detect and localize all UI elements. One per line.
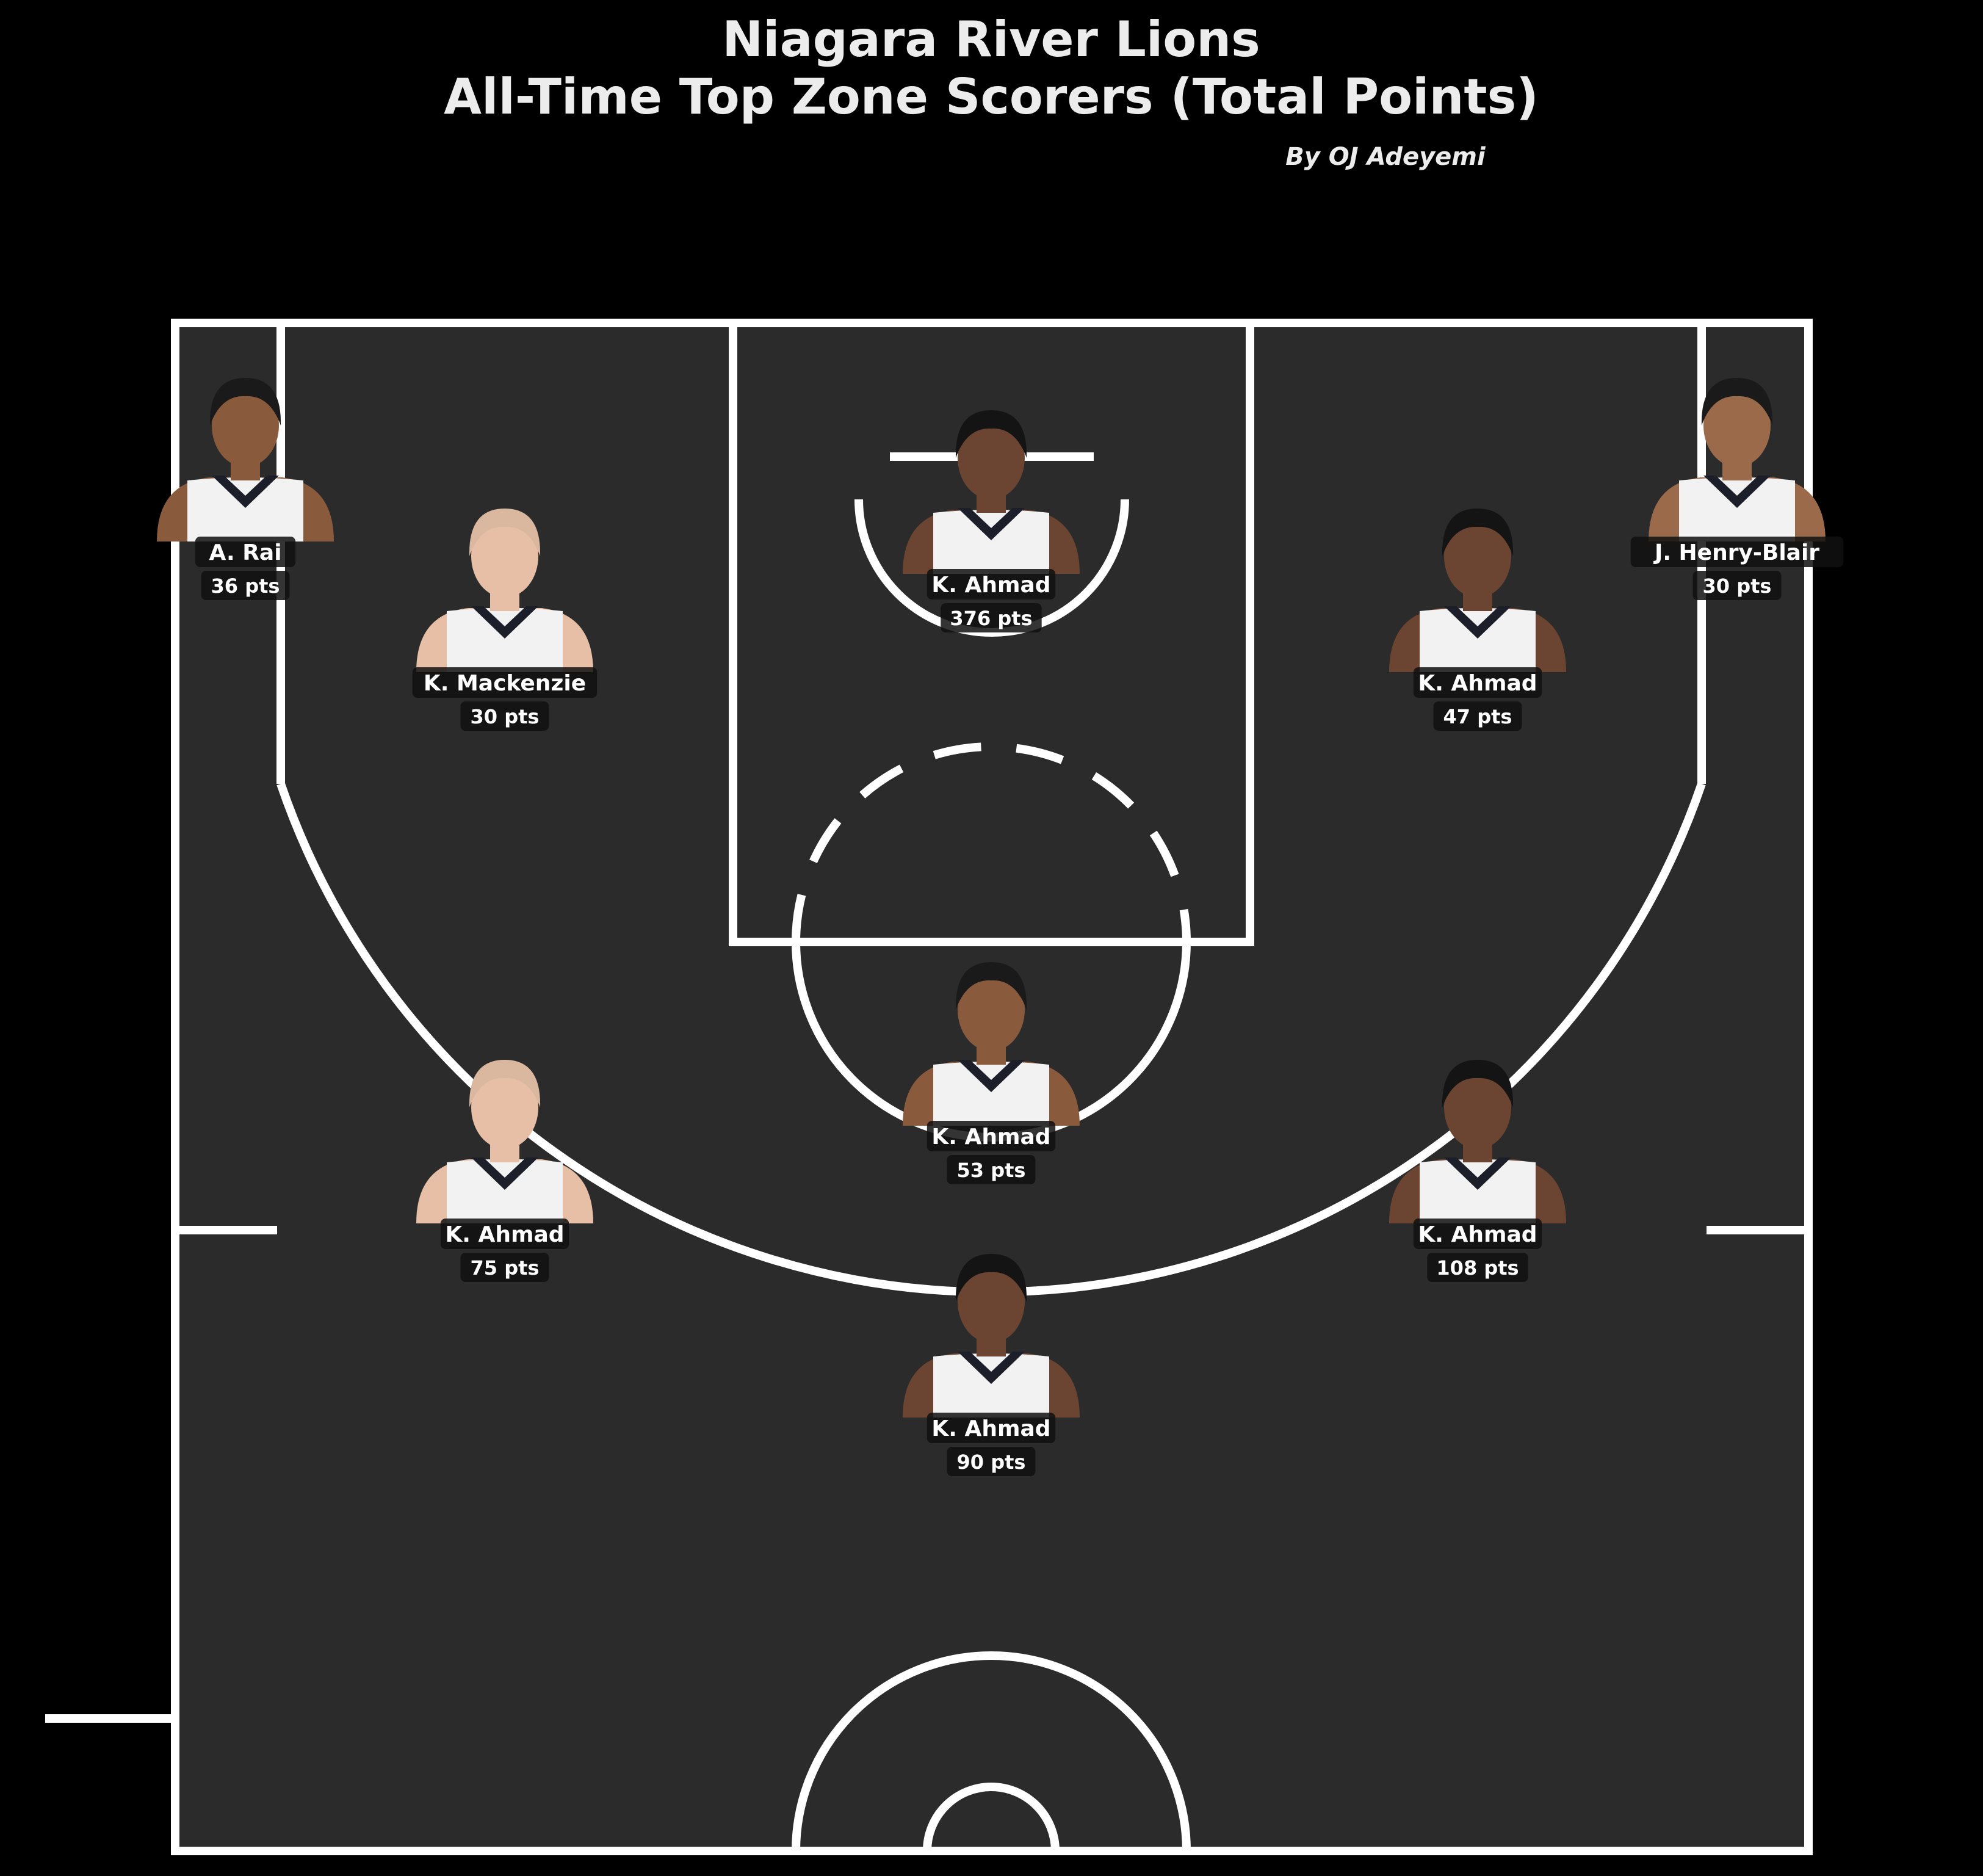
zone-marker-right-wing-mid-range: K. Ahmad 47 pts (1389, 509, 1566, 731)
points-box (947, 1447, 1036, 1476)
player-name-box (926, 569, 1056, 599)
jersey-collar (471, 1157, 538, 1190)
jersey-collar (1444, 1157, 1511, 1190)
player-jersey (447, 608, 563, 672)
points-label: 36 pts (211, 574, 280, 598)
player-name-label: K. Mackenzie (424, 671, 586, 696)
player-head (1444, 1066, 1511, 1149)
player-jersey (1679, 477, 1795, 541)
player-photo (1389, 1060, 1566, 1223)
player-name-label: J. Henry-Blair (1653, 540, 1819, 565)
points-box (460, 701, 549, 731)
points-box (941, 603, 1042, 632)
zone-marker-top-of-key-3: K. Ahmad 90 pts (903, 1254, 1080, 1476)
points-box (460, 1253, 549, 1282)
points-label: 108 pts (1436, 1256, 1519, 1280)
player-name-label: K. Ahmad (445, 1222, 564, 1247)
player-name-label: K. Ahmad (931, 1125, 1050, 1150)
player-photo (903, 1254, 1080, 1418)
player-head (471, 515, 538, 598)
zone-marker-restricted-area: K. Ahmad 376 pts (903, 410, 1080, 632)
zone-marker-free-throw-mid-range: K. Ahmad 53 pts (903, 962, 1080, 1184)
player-head (1703, 384, 1771, 467)
player-photo (416, 509, 593, 672)
player-jersey (933, 510, 1049, 574)
jersey-collar (1444, 606, 1511, 639)
player-name-label: A. Rai (209, 540, 281, 565)
chart-byline: By OJ Adeyemi (1285, 143, 1486, 171)
player-head (958, 416, 1025, 499)
chart-title: Niagara River Lions (722, 11, 1260, 68)
player-jersey (1420, 1159, 1536, 1223)
player-name-label: K. Ahmad (931, 573, 1050, 598)
player-name-box (1413, 1219, 1542, 1249)
jersey-collar (1703, 476, 1771, 508)
player-hair (1442, 509, 1514, 556)
jersey-collar (958, 508, 1025, 540)
player-jersey (187, 477, 303, 541)
player-name-box (926, 1121, 1056, 1151)
zone-marker-left-wing-mid-range: K. Mackenzie 30 pts (412, 509, 598, 731)
player-head (471, 1066, 538, 1149)
player-hair (209, 378, 281, 426)
player-hair (955, 962, 1027, 1010)
player-hair (1442, 1060, 1514, 1107)
points-label: 376 pts (950, 607, 1032, 630)
points-box (947, 1155, 1036, 1184)
player-name-box (1630, 537, 1844, 567)
free-throw-circle-upper-dashed (792, 742, 1191, 943)
player-head (212, 384, 279, 467)
points-label: 30 pts (1703, 574, 1772, 598)
zone-marker-right-wing-3: K. Ahmad 108 pts (1389, 1060, 1566, 1282)
player-jersey (1420, 608, 1536, 672)
player-head (1444, 515, 1511, 598)
player-photo (903, 962, 1080, 1126)
player-head (958, 968, 1025, 1051)
jersey-collar (958, 1352, 1025, 1384)
player-photo (1649, 378, 1826, 541)
zone-marker-right-corner-3: J. Henry-Blair 30 pts (1630, 378, 1844, 600)
player-photo (157, 378, 334, 541)
player-jersey (933, 1062, 1049, 1126)
player-name-box (412, 667, 598, 698)
points-box (1427, 1253, 1528, 1282)
points-label: 75 pts (471, 1256, 540, 1280)
points-label: 90 pts (957, 1450, 1026, 1474)
jersey-collar (958, 1060, 1025, 1092)
player-name-label: K. Ahmad (1418, 1222, 1537, 1247)
player-photo (903, 410, 1080, 574)
paint-lane (729, 319, 1254, 946)
player-jersey (933, 1353, 1049, 1418)
jersey-collar (212, 476, 279, 508)
center-circle-outer (792, 1651, 1191, 1852)
zone-marker-left-corner-3: A. Rai 36 pts (157, 378, 334, 600)
player-hair (1701, 378, 1773, 426)
player-hair (955, 410, 1027, 458)
player-hair (955, 1254, 1027, 1302)
points-label: 53 pts (957, 1159, 1026, 1182)
zone-markers: A. Rai 36 pts K. Mackenzie 30 pts K. Ahmad 37… (157, 378, 1844, 1476)
zone-marker-left-wing-3: K. Ahmad 75 pts (416, 1060, 593, 1282)
player-name-box (195, 537, 296, 567)
points-label: 30 pts (471, 705, 540, 728)
player-photo (416, 1060, 593, 1223)
player-head (958, 1260, 1025, 1343)
points-box (201, 571, 290, 600)
player-name-label: K. Ahmad (1418, 671, 1537, 696)
player-name-box (440, 1219, 569, 1249)
player-photo (1389, 509, 1566, 672)
player-name-label: K. Ahmad (931, 1416, 1050, 1441)
player-name-box (1413, 667, 1542, 698)
points-box (1692, 571, 1782, 600)
player-hair (469, 509, 541, 556)
points-label: 47 pts (1443, 705, 1512, 728)
player-hair (469, 1060, 541, 1107)
center-circle-inner (923, 1783, 1060, 1852)
jersey-collar (471, 606, 538, 639)
chart-subtitle: All-Time Top Zone Scorers (Total Points) (444, 68, 1539, 125)
player-name-box (926, 1413, 1056, 1443)
player-jersey (447, 1159, 563, 1223)
points-box (1433, 701, 1522, 731)
